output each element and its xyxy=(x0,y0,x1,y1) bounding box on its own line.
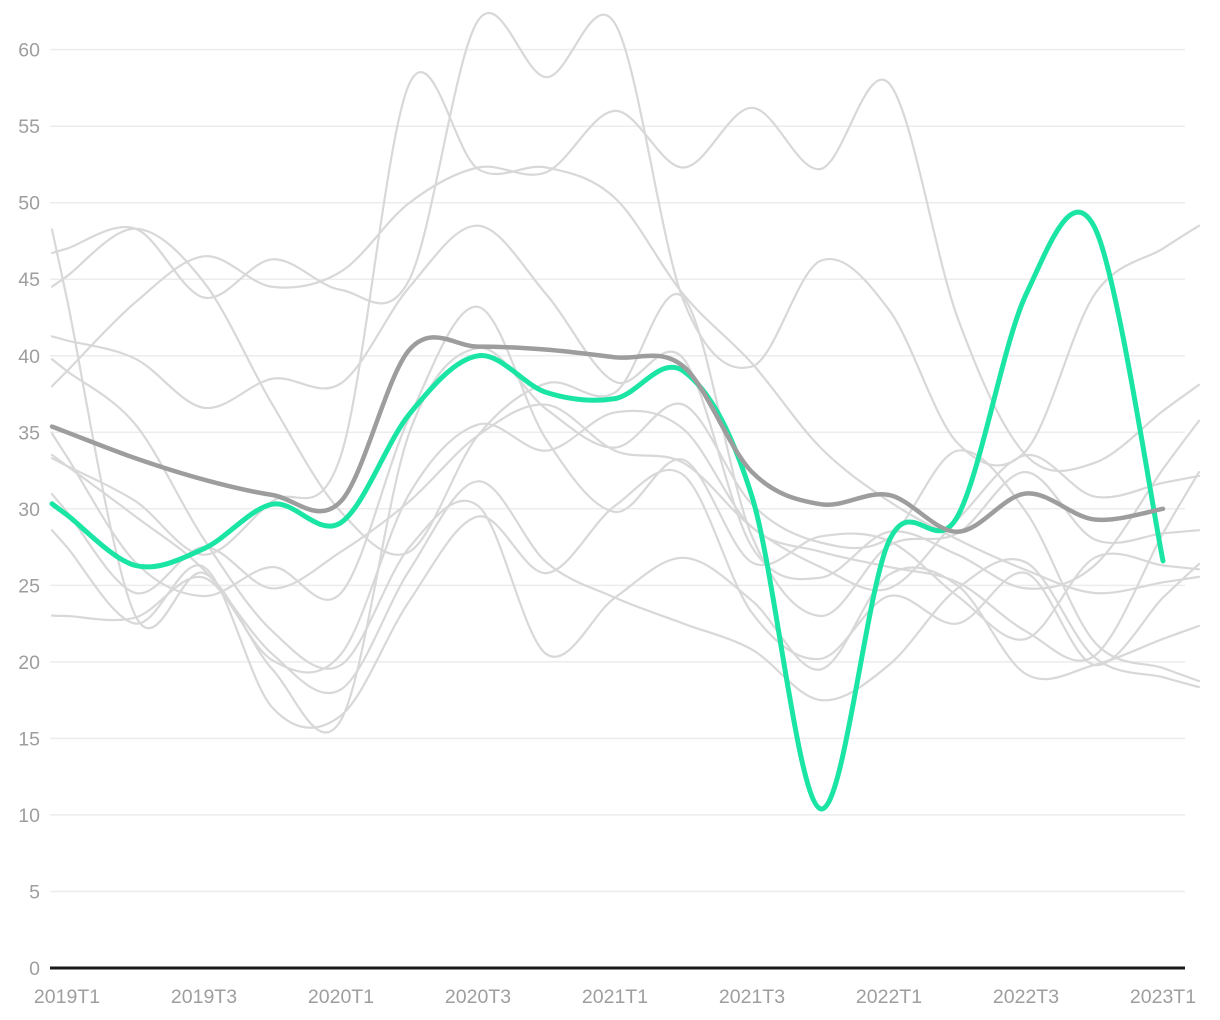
x-axis-tick-label: 2021T1 xyxy=(582,986,648,1008)
background-series-line[interactable] xyxy=(50,228,1201,734)
x-axis-tick-label: 2019T3 xyxy=(171,986,237,1008)
background-series-line[interactable] xyxy=(50,224,1201,590)
x-axis-tick-label: 2023T1 xyxy=(1130,986,1196,1008)
x-axis-tick-label: 2022T1 xyxy=(856,986,922,1008)
y-axis-tick-label: 55 xyxy=(18,116,40,138)
y-axis-tick-label: 20 xyxy=(18,652,40,674)
gridlines-group xyxy=(50,48,1185,969)
x-axis-tick-label: 2022T3 xyxy=(993,986,1059,1008)
x-axis-tick-label: 2019T1 xyxy=(34,986,100,1008)
y-axis-tick-label: 50 xyxy=(18,193,40,215)
background-series-line[interactable] xyxy=(50,358,1201,681)
background-series-line[interactable] xyxy=(50,453,1201,702)
y-axis-labels-group: 0 5 10 15 20 25 30 35 40 45 50 55 60 xyxy=(18,40,40,980)
x-axis-labels-group: 2019T1 2019T3 2020T1 2020T3 2021T1 2021T3 2022… xyxy=(34,986,1196,1008)
background-series-line[interactable] xyxy=(50,71,1201,595)
y-axis-tick-label: 15 xyxy=(18,728,40,750)
background-series-line[interactable] xyxy=(50,11,1201,467)
background-series-line[interactable] xyxy=(50,305,1201,641)
y-axis-tick-label: 0 xyxy=(29,958,40,980)
background-series-line[interactable] xyxy=(50,78,1201,473)
background-series-group xyxy=(50,11,1201,734)
main-series-group xyxy=(49,209,1166,812)
average-series-line[interactable] xyxy=(49,335,1166,535)
y-axis-tick-label: 35 xyxy=(18,422,40,444)
y-axis-tick-label: 45 xyxy=(18,269,40,291)
y-axis-tick-label: 40 xyxy=(18,346,40,368)
y-axis-tick-label: 60 xyxy=(18,40,40,62)
background-series-line[interactable] xyxy=(50,468,1201,729)
y-axis-tick-label: 10 xyxy=(18,805,40,827)
x-axis-tick-label: 2020T3 xyxy=(445,986,511,1008)
background-series-line[interactable] xyxy=(50,227,1201,618)
x-axis-tick-label: 2020T1 xyxy=(308,986,374,1008)
y-axis-tick-label: 5 xyxy=(29,882,40,904)
y-axis-tick-label: 25 xyxy=(18,575,40,597)
y-axis-tick-label: 30 xyxy=(18,499,40,521)
x-axis-tick-label: 2021T3 xyxy=(719,986,785,1008)
background-series-line[interactable] xyxy=(50,409,1201,674)
